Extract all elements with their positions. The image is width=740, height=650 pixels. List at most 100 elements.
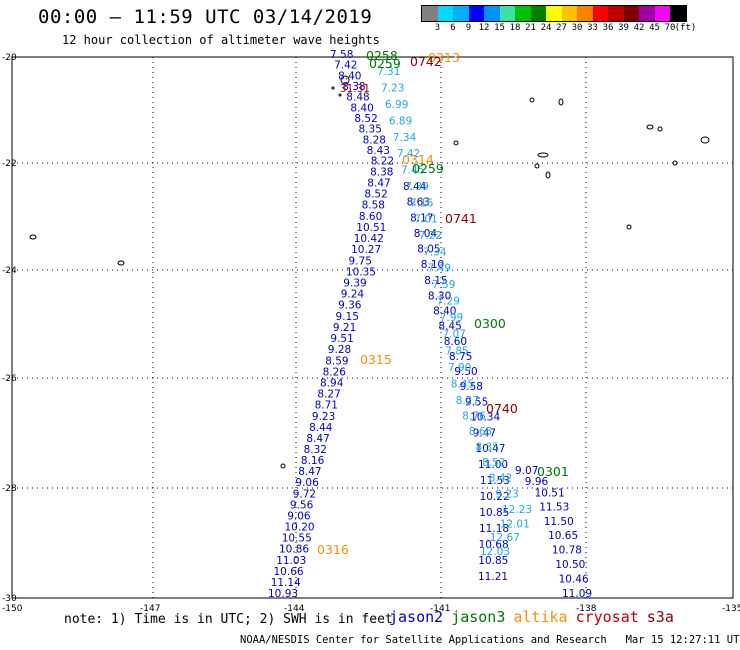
jason2-wave-value: 8.15	[424, 275, 447, 287]
island-outline	[280, 463, 286, 469]
colorbar-swatch	[577, 6, 593, 21]
colorbar-label: 33	[587, 23, 598, 33]
island-outline	[534, 163, 540, 169]
colorbar-swatch	[623, 6, 639, 21]
jason3-wave-value: 7.59	[432, 279, 455, 291]
longitude-label: -141	[430, 604, 450, 614]
jason2-wave-value: 10.66	[274, 566, 304, 578]
colorbar-swatch	[654, 6, 670, 21]
jason3-wave-value: 8.76	[462, 410, 486, 422]
jason3-wave-value: 6.89	[389, 115, 412, 127]
jason3-wave-value: 7.85	[445, 345, 468, 357]
jason3-wave-value: 8.35	[476, 442, 499, 454]
colorbar-swatch	[561, 6, 577, 21]
jason3-wave-value: 7.22	[419, 230, 442, 242]
latitude-label: -30	[2, 594, 17, 604]
jason2-wave-value: 10.85	[479, 507, 509, 519]
jason2-wave-value: 11.21	[478, 571, 508, 583]
colorbar-label: 39	[618, 23, 629, 33]
jason2-wave-value: 10.65	[548, 530, 578, 542]
island-outline	[529, 97, 535, 103]
longitude-label: -135	[722, 604, 740, 614]
jason2-wave-value: 9.39	[343, 278, 366, 290]
island-outline	[340, 75, 350, 85]
latitude-label: -28	[2, 484, 17, 494]
colorbar-label: 3	[434, 23, 441, 33]
colorbar-swatch	[546, 6, 562, 21]
island-outline	[453, 140, 459, 146]
jason3-wave-value: 7.31	[377, 66, 400, 78]
jason2-wave-value: 8.44	[403, 181, 427, 193]
jason2-wave-value: 10.51	[356, 222, 386, 234]
jason2-wave-value: 8.35	[359, 124, 382, 136]
jason2-wave-value: 10.20	[285, 522, 315, 534]
pass-time-label: 0741	[445, 211, 477, 226]
jason2-wave-value: 8.40	[350, 102, 373, 114]
jason2-wave-value: 10.42	[354, 233, 384, 245]
colorbar-swatch	[592, 6, 608, 21]
colorbar-label: 45	[649, 23, 660, 33]
pass-time-label: 0259	[369, 56, 401, 71]
jason2-wave-value: 9.36	[338, 300, 362, 312]
colorbar-label: 42	[633, 23, 645, 33]
satellite-legend: jason2 jason3 altika cryosat s3a	[389, 608, 682, 626]
jason2-wave-value: 8.40	[433, 306, 456, 318]
jason3-wave-value: 9.23	[495, 488, 518, 500]
island-outline	[672, 160, 678, 166]
jason2-wave-value: 8.38	[370, 167, 393, 179]
jason2-wave-value: 8.75	[449, 351, 472, 363]
jason2-wave-value: 7.58	[330, 49, 353, 61]
colorbar-label: 15	[494, 23, 505, 33]
colorbar-swatch	[639, 6, 655, 21]
jason3-wave-value: 7.34	[423, 246, 447, 258]
jason2-wave-value: 8.52	[364, 189, 387, 201]
jason2-wave-value: 10.86	[279, 544, 309, 556]
jason2-wave-value: 9.06	[287, 511, 311, 523]
jason2-wave-value: 8.44	[309, 422, 333, 434]
island-outline	[558, 98, 564, 106]
legend-jason2: jason2	[389, 608, 444, 626]
pass-time-label: 0258	[366, 48, 398, 63]
jason2-wave-value: 8.59	[325, 355, 348, 367]
pass-time-label: 0300	[474, 316, 506, 331]
jason2-wave-value: 11.03	[276, 555, 306, 567]
jason2-wave-value: 9.56	[290, 499, 314, 511]
jason2-wave-value: 9.75	[349, 255, 372, 267]
jason3-wave-value: 12.67	[490, 532, 520, 544]
colorbar-swatch	[530, 6, 546, 21]
pass-time-label: 0740	[486, 401, 518, 416]
jason2-wave-value: 10.85	[478, 555, 508, 567]
page-title: 00:00 — 11:59 UTC 03/14/2019	[38, 6, 373, 28]
jason3-wave-value: 7.45	[401, 165, 424, 177]
jason2-wave-value: 8.47	[298, 466, 321, 478]
colorbar-labels: 3 6 9 12 15 18 21 24 27 30 33 36 39 42 45 70 (ft)	[421, 23, 740, 35]
jason2-wave-value: 8.71	[315, 400, 338, 412]
jason3-wave-value: 8.52	[482, 457, 505, 469]
latitude-label: -24	[2, 266, 17, 276]
legend-s3a: s3a	[646, 608, 674, 626]
jason2-wave-value: 11.00	[478, 459, 508, 471]
latitude-label: -20	[2, 53, 17, 63]
jason3-wave-value: 7.34	[393, 132, 417, 144]
island-outline	[626, 224, 632, 230]
island-outline	[646, 124, 654, 130]
jason3-wave-value: 6.99	[385, 99, 408, 111]
jason2-wave-value: 9.58	[460, 381, 483, 393]
colorbar-swatch	[670, 6, 686, 21]
jason3-wave-value: 8.45	[451, 379, 474, 391]
jason3-wave-value: 12.23	[502, 504, 532, 516]
jason2-wave-value: 11.53	[480, 475, 510, 487]
jason2-wave-value: 8.22	[371, 156, 394, 168]
jason2-wave-value: 8.43	[367, 145, 390, 157]
colorbar-label: 36	[602, 23, 614, 33]
colorbar-swatch	[515, 6, 531, 21]
jason3-wave-value: 7.90	[448, 362, 471, 374]
jason2-wave-value: 8.94	[320, 378, 344, 390]
jason2-wave-value: 9.72	[293, 488, 316, 500]
jason2-wave-value: 8.32	[304, 444, 327, 456]
jason3-wave-value: 8.65	[469, 426, 492, 438]
longitude-label: -150	[2, 604, 23, 614]
colorbar-label: 12	[478, 23, 490, 33]
jason2-wave-value: 9.07	[515, 465, 538, 477]
